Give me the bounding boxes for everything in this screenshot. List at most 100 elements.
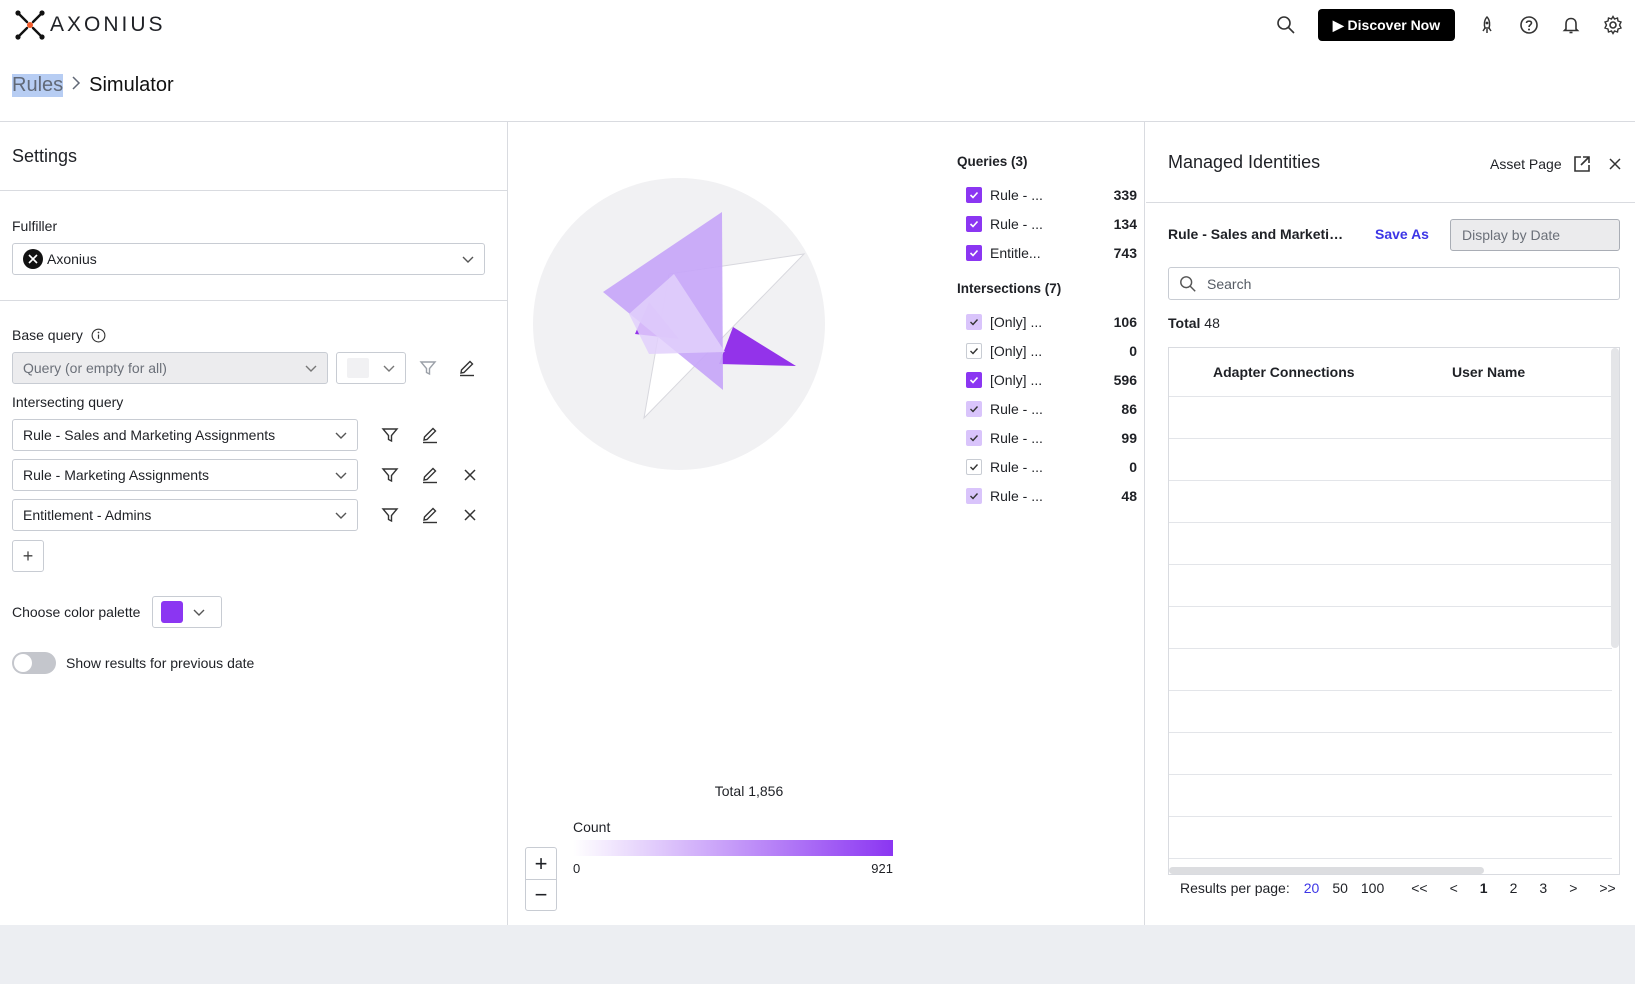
prev-page-button[interactable]: < (1449, 880, 1458, 896)
page-size-option[interactable]: 100 (1360, 880, 1385, 896)
checkbox-checked-icon[interactable] (966, 342, 982, 359)
palette-swatch (161, 601, 183, 623)
table-row[interactable] (1169, 606, 1612, 648)
legend-item[interactable]: Rule - ... 86 (957, 394, 1137, 423)
checkbox-checked-icon[interactable] (966, 215, 982, 232)
gear-icon[interactable] (1597, 9, 1629, 41)
discover-now-button[interactable]: ▶ Discover Now (1318, 9, 1455, 41)
previous-date-toggle[interactable] (12, 652, 56, 674)
checkbox-checked-icon[interactable] (966, 487, 982, 504)
base-query-heading: Base query (12, 327, 106, 343)
legend-item[interactable]: [Only] ... 0 (957, 336, 1137, 365)
checkbox-checked-icon[interactable] (966, 186, 982, 203)
legend-item-count: 339 (1113, 186, 1137, 203)
intersecting-query-select[interactable]: Rule - Marketing Assignments (12, 459, 358, 491)
base-query-edit-icon[interactable] (455, 356, 479, 380)
legend-item[interactable]: Rule - ... 48 (957, 481, 1137, 510)
chevron-down-icon (383, 365, 395, 372)
checkbox-checked-icon[interactable] (966, 458, 982, 475)
breadcrumb: Rules Simulator (12, 74, 174, 97)
color-palette-select[interactable] (152, 596, 222, 628)
filter-icon[interactable] (378, 463, 402, 487)
legend-item[interactable]: Rule - ... 134 (957, 209, 1137, 238)
rocket-icon[interactable] (1471, 9, 1503, 41)
zoom-out-button[interactable]: − (526, 879, 556, 910)
table-row[interactable] (1169, 774, 1612, 816)
page-size-option[interactable]: 20 (1303, 880, 1320, 896)
chevron-down-icon (335, 432, 347, 439)
help-icon[interactable] (1513, 9, 1545, 41)
table-row[interactable] (1169, 396, 1612, 438)
legend-item-count: 48 (1121, 487, 1137, 504)
column-header-user-name[interactable]: User Name (1452, 364, 1526, 380)
legend-item-label: Rule - ... (990, 429, 1043, 446)
vertical-scrollbar[interactable] (1611, 348, 1619, 648)
edit-icon[interactable] (418, 423, 442, 447)
table-row[interactable] (1169, 522, 1612, 564)
next-page-button[interactable]: > (1569, 880, 1578, 896)
edit-icon[interactable] (418, 463, 442, 487)
page-number[interactable]: 2 (1509, 880, 1518, 896)
horizontal-scrollbar[interactable] (1169, 867, 1484, 874)
fulfiller-divider (0, 300, 508, 301)
save-as-button[interactable]: Save As (1375, 226, 1429, 242)
table-row[interactable] (1169, 564, 1612, 606)
legend-item[interactable]: Entitle... 743 (957, 238, 1137, 267)
checkbox-checked-icon[interactable] (966, 313, 982, 330)
close-panel-icon[interactable] (1603, 152, 1627, 176)
legend-item[interactable]: Rule - ... 99 (957, 423, 1137, 452)
table-row[interactable] (1169, 858, 1612, 874)
close-icon[interactable] (458, 503, 482, 527)
table-row[interactable] (1169, 438, 1612, 480)
close-icon[interactable] (458, 463, 482, 487)
table-row[interactable] (1169, 732, 1612, 774)
search-icon[interactable] (1270, 9, 1302, 41)
page-number[interactable]: 1 (1479, 880, 1488, 896)
table-row[interactable] (1169, 690, 1612, 732)
table-row[interactable] (1169, 480, 1612, 522)
legend-item[interactable]: Rule - ... 0 (957, 452, 1137, 481)
asset-page-link[interactable]: Asset Page (1490, 154, 1592, 174)
last-page-button[interactable]: >> (1599, 880, 1616, 896)
legend-item[interactable]: [Only] ... 106 (957, 307, 1137, 336)
legend-item-label: Rule - ... (990, 487, 1043, 504)
edit-icon[interactable] (418, 503, 442, 527)
page-size-option[interactable]: 50 (1332, 880, 1348, 896)
legend-item[interactable]: [Only] ... 596 (957, 365, 1137, 394)
legend-item-label: Rule - ... (990, 186, 1043, 203)
table-row[interactable] (1169, 816, 1612, 858)
intersecting-query-select[interactable]: Rule - Sales and Marketing Assignments (12, 419, 358, 451)
table-row[interactable] (1169, 648, 1612, 690)
search-icon (1180, 275, 1196, 292)
intersecting-query-select[interactable]: Entitlement - Admins (12, 499, 358, 531)
display-by-date-button[interactable]: Display by Date (1450, 219, 1620, 251)
filter-icon[interactable] (378, 503, 402, 527)
legend-item[interactable]: Rule - ... 339 (957, 180, 1137, 209)
base-query-color-select[interactable] (336, 352, 406, 384)
info-icon[interactable] (91, 328, 106, 343)
axonius-logo[interactable]: AXONIUS (14, 9, 166, 41)
search-input[interactable] (1207, 275, 1587, 292)
bell-icon[interactable] (1555, 9, 1587, 41)
page-number[interactable]: 3 (1539, 880, 1548, 896)
checkbox-checked-icon[interactable] (966, 400, 982, 417)
chevron-down-icon (335, 512, 347, 519)
base-query-select[interactable]: Query (or empty for all) (12, 352, 328, 384)
breadcrumb-rules-link[interactable]: Rules (12, 74, 64, 97)
color-swatch-empty (347, 358, 369, 378)
first-page-button[interactable]: << (1411, 880, 1428, 896)
checkbox-checked-icon[interactable] (966, 244, 982, 261)
filter-icon[interactable] (378, 423, 402, 447)
add-query-button[interactable]: + (12, 540, 44, 572)
app-root: AXONIUS ▶ Discover Now Rules (0, 0, 1635, 925)
checkbox-checked-icon[interactable] (966, 371, 982, 388)
base-query-filter-icon[interactable] (416, 356, 440, 380)
header-divider (0, 121, 1635, 122)
asset-page-label: Asset Page (1490, 156, 1562, 172)
results-total: Total 48 (1168, 315, 1220, 331)
fulfiller-select[interactable]: Axonius (12, 243, 485, 275)
column-header-adapter-connections[interactable]: Adapter Connections (1213, 364, 1355, 380)
checkbox-checked-icon[interactable] (966, 429, 982, 446)
fulfiller-label: Fulfiller (12, 218, 58, 234)
zoom-in-button[interactable]: + (534, 850, 548, 876)
